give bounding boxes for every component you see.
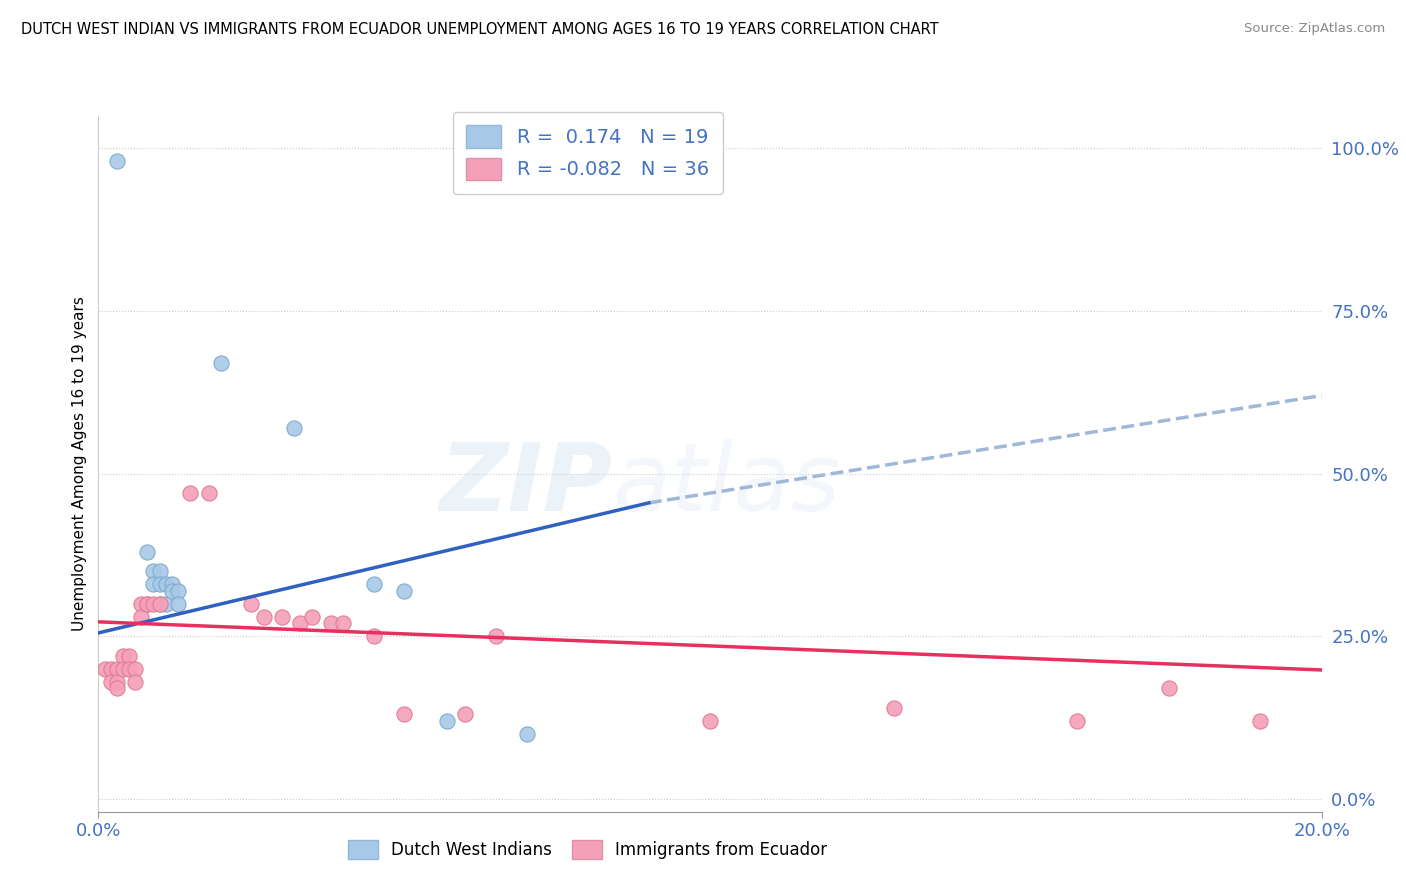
Point: [283, 421, 305, 435]
Point: [129, 609, 152, 624]
Point: [392, 583, 416, 598]
Point: [454, 707, 477, 722]
Point: [155, 577, 177, 591]
Point: [179, 486, 201, 500]
Text: DUTCH WEST INDIAN VS IMMIGRANTS FROM ECUADOR UNEMPLOYMENT AMONG AGES 16 TO 19 YE: DUTCH WEST INDIAN VS IMMIGRANTS FROM ECU…: [21, 22, 939, 37]
Point: [516, 727, 538, 741]
Point: [1249, 714, 1271, 728]
Point: [100, 662, 122, 676]
Point: [105, 662, 128, 676]
Point: [142, 597, 165, 611]
Point: [105, 674, 128, 689]
Point: [332, 616, 354, 631]
Point: [883, 700, 905, 714]
Point: [160, 583, 183, 598]
Point: [240, 597, 263, 611]
Point: [270, 609, 292, 624]
Point: [124, 674, 146, 689]
Point: [436, 714, 458, 728]
Text: atlas: atlas: [612, 439, 841, 530]
Point: [149, 597, 172, 611]
Point: [105, 681, 128, 695]
Point: [129, 597, 152, 611]
Text: ZIP: ZIP: [439, 439, 612, 531]
Point: [155, 597, 177, 611]
Point: [149, 597, 172, 611]
Point: [252, 609, 274, 624]
Point: [124, 662, 146, 676]
Point: [100, 674, 122, 689]
Point: [160, 577, 183, 591]
Point: [699, 714, 721, 728]
Point: [118, 648, 141, 663]
Point: [1066, 714, 1088, 728]
Point: [149, 564, 172, 578]
Point: [167, 583, 190, 598]
Point: [363, 629, 385, 643]
Point: [136, 544, 159, 558]
Point: [197, 486, 219, 500]
Point: [93, 662, 115, 676]
Point: [363, 577, 385, 591]
Point: [290, 616, 312, 631]
Point: [118, 662, 141, 676]
Text: Source: ZipAtlas.com: Source: ZipAtlas.com: [1244, 22, 1385, 36]
Point: [136, 597, 159, 611]
Point: [149, 577, 172, 591]
Point: [1157, 681, 1180, 695]
Point: [136, 597, 159, 611]
Y-axis label: Unemployment Among Ages 16 to 19 years: Unemployment Among Ages 16 to 19 years: [72, 296, 87, 632]
Point: [167, 597, 190, 611]
Point: [111, 648, 134, 663]
Point: [485, 629, 508, 643]
Point: [111, 662, 134, 676]
Point: [105, 154, 128, 169]
Point: [142, 577, 165, 591]
Point: [392, 707, 416, 722]
Point: [209, 356, 232, 370]
Point: [142, 564, 165, 578]
Legend: Dutch West Indians, Immigrants from Ecuador: Dutch West Indians, Immigrants from Ecua…: [342, 833, 834, 866]
Point: [319, 616, 342, 631]
Point: [301, 609, 323, 624]
